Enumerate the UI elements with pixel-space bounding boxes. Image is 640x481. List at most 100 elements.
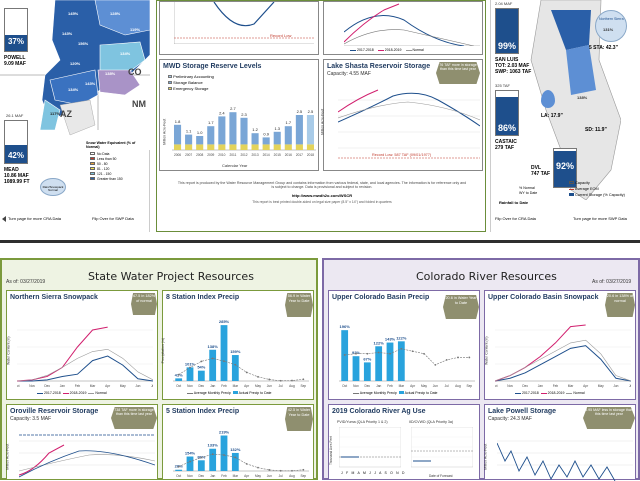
mwd-legend: Preliminary Accounting Storage Balance E… [168, 74, 214, 92]
emergency-bar [240, 144, 248, 150]
spread-divider [0, 240, 640, 243]
footer-left-text[interactable]: Turn page for more CRA Data [8, 216, 61, 221]
bar-category-label: 2016 [285, 153, 292, 157]
nsierra-legend-item: Normal [95, 391, 107, 395]
month-tick-label: Dec [198, 384, 204, 388]
footer-right-text[interactable]: Turn page for more SWP Data [573, 216, 627, 221]
dvl-pct: 92% [555, 161, 574, 171]
average-precip-point [189, 366, 191, 369]
eight-station-chart: 41%101%54%138%285%159%OctNovDecJanFebMar… [173, 319, 309, 388]
legend-swatch [350, 49, 356, 51]
average-precip-point [400, 347, 403, 350]
powell-gauge [4, 8, 28, 52]
bar-value-label: 1.2 [252, 127, 258, 132]
month-tick-label: Oct [176, 384, 181, 388]
dvl-gauge-fill [554, 151, 576, 187]
ag-month-label: O [390, 471, 394, 475]
oroville-title: Oroville Reservoir Storage [10, 408, 99, 415]
month-tick-label: Apr [244, 474, 250, 478]
ag-month-label: J [369, 471, 373, 475]
emergency-bar [207, 144, 215, 150]
five-station-title: 5 Station Index Precip [166, 408, 240, 415]
mead-gauge-fill [5, 145, 27, 163]
month-tick-label: Apr [244, 384, 250, 388]
oroville-badge: 738 TAF more in storage than this time l… [111, 407, 157, 429]
month-tick-label: Feb [553, 384, 559, 388]
nsierra-title: Northern Sierra Snowpack [10, 294, 98, 301]
shasta-ylabel: Million Acre-Feet [320, 108, 325, 135]
storage-bar [273, 131, 281, 145]
top-chart-left: Record Low [159, 1, 319, 55]
snow-legend-label: 81 - 120 [97, 167, 110, 171]
basin-pct-label: 143% [85, 81, 96, 86]
average-precip-point [223, 454, 225, 456]
precip-pct-label: 101% [185, 361, 196, 366]
ag-chart1-title: PVID/Yuma (QLA Priority 1 & 2) [337, 420, 388, 424]
ucb-precip-legend: Average Monthly Precip Actual Precip to … [353, 391, 438, 395]
average-precip-point [468, 356, 471, 359]
five-station-chart: 28%154%80%133%219%132%OctNovDecJanFebMar… [173, 430, 309, 478]
rain-legend-item: WY to Date [519, 191, 538, 195]
ag-chart1 [339, 427, 401, 468]
bar-value-label: 2.3 [241, 112, 247, 117]
emergency-bar [284, 144, 292, 150]
average-precip-point [389, 352, 391, 355]
month-tick-label: Jan [376, 384, 381, 388]
mead-pct: 42% [7, 151, 24, 160]
precip-pct-label: 285% [219, 319, 230, 324]
california-map [530, 0, 621, 200]
ag-month-label: J [374, 471, 378, 475]
precip-pct-label: 54% [197, 365, 205, 370]
powell-capacity: Capacity: 24.3 MAF [488, 416, 532, 422]
ag-chart2 [411, 427, 473, 468]
month-tick-label: Oct [17, 384, 20, 388]
cra-as-of: As of: 03/27/2019 [592, 279, 632, 285]
emergency-bar [251, 144, 259, 150]
actual-precip-bar [209, 448, 217, 471]
average-precip-point [434, 363, 437, 366]
month-tick-label: Jul [279, 474, 283, 478]
bar-category-label: 2011 [229, 153, 236, 157]
snow-legend-item: No Data [90, 152, 123, 157]
san-luis-capacity: 2.04 MAF [495, 1, 513, 6]
state-label-nm: NM [132, 99, 146, 109]
footer-left-text[interactable]: Flip Over for CRA Data [495, 216, 536, 221]
report-url[interactable]: http://www.mwdh2o.com/WSCR [291, 192, 353, 198]
eight-station-legend: Average Monthly Precip Actual Precip to … [187, 391, 272, 395]
castaic-capacity: 325 TAF [495, 83, 510, 88]
month-tick-label: Jun [613, 384, 618, 388]
rain-label: Rain/Snowpack Normal [42, 185, 64, 192]
month-tick-label: May [120, 384, 126, 388]
average-precip-point [457, 356, 459, 359]
footer-left-arrow-icon [2, 216, 6, 222]
month-tick-label: Mar [90, 384, 96, 388]
basin-pct-label: 134% [68, 87, 79, 92]
average-precip-point [302, 378, 305, 381]
precip-pct-label: 122% [374, 340, 385, 345]
mwd-storage-title: MWD Storage Reserve Levels [163, 63, 262, 70]
legend-average-eom: Average EOM [569, 186, 625, 192]
powell-badge: 3.95 MAF less in storage than this time … [583, 407, 635, 429]
average-precip-line [178, 358, 304, 382]
month-tick-label: Oct [342, 384, 347, 388]
nsierra-legend-item: 2017-2018 [43, 391, 61, 395]
month-tick-label: Mar [399, 384, 405, 388]
month-tick-label: Jul [279, 384, 283, 388]
swp-section: State Water Project Resources As of: 03/… [0, 258, 318, 480]
month-tick-label: Aug [455, 384, 461, 388]
shasta-badge: 76 TAF more in storage than this time la… [436, 62, 480, 84]
average-precip-point [366, 352, 369, 355]
region-label: SD: 11.9" [585, 127, 607, 133]
bar-category-label: 2018 [307, 153, 314, 157]
ag-month-label: J [341, 471, 344, 475]
storage-bar [240, 117, 248, 145]
average-precip-point [291, 379, 293, 382]
month-tick-label: Mar [568, 384, 574, 388]
footer-right-text[interactable]: Flip Over for SWP Data [92, 216, 134, 221]
actual-precip-bar [231, 355, 239, 381]
legend-label: 2017-2018 [357, 48, 374, 52]
bar-category-label: 2013 [252, 153, 259, 157]
snow-legend-item: 2018-2019 [547, 391, 565, 395]
rainfall-title: Rainfall to Date [499, 200, 529, 205]
snow-legend-swatch [90, 167, 95, 170]
